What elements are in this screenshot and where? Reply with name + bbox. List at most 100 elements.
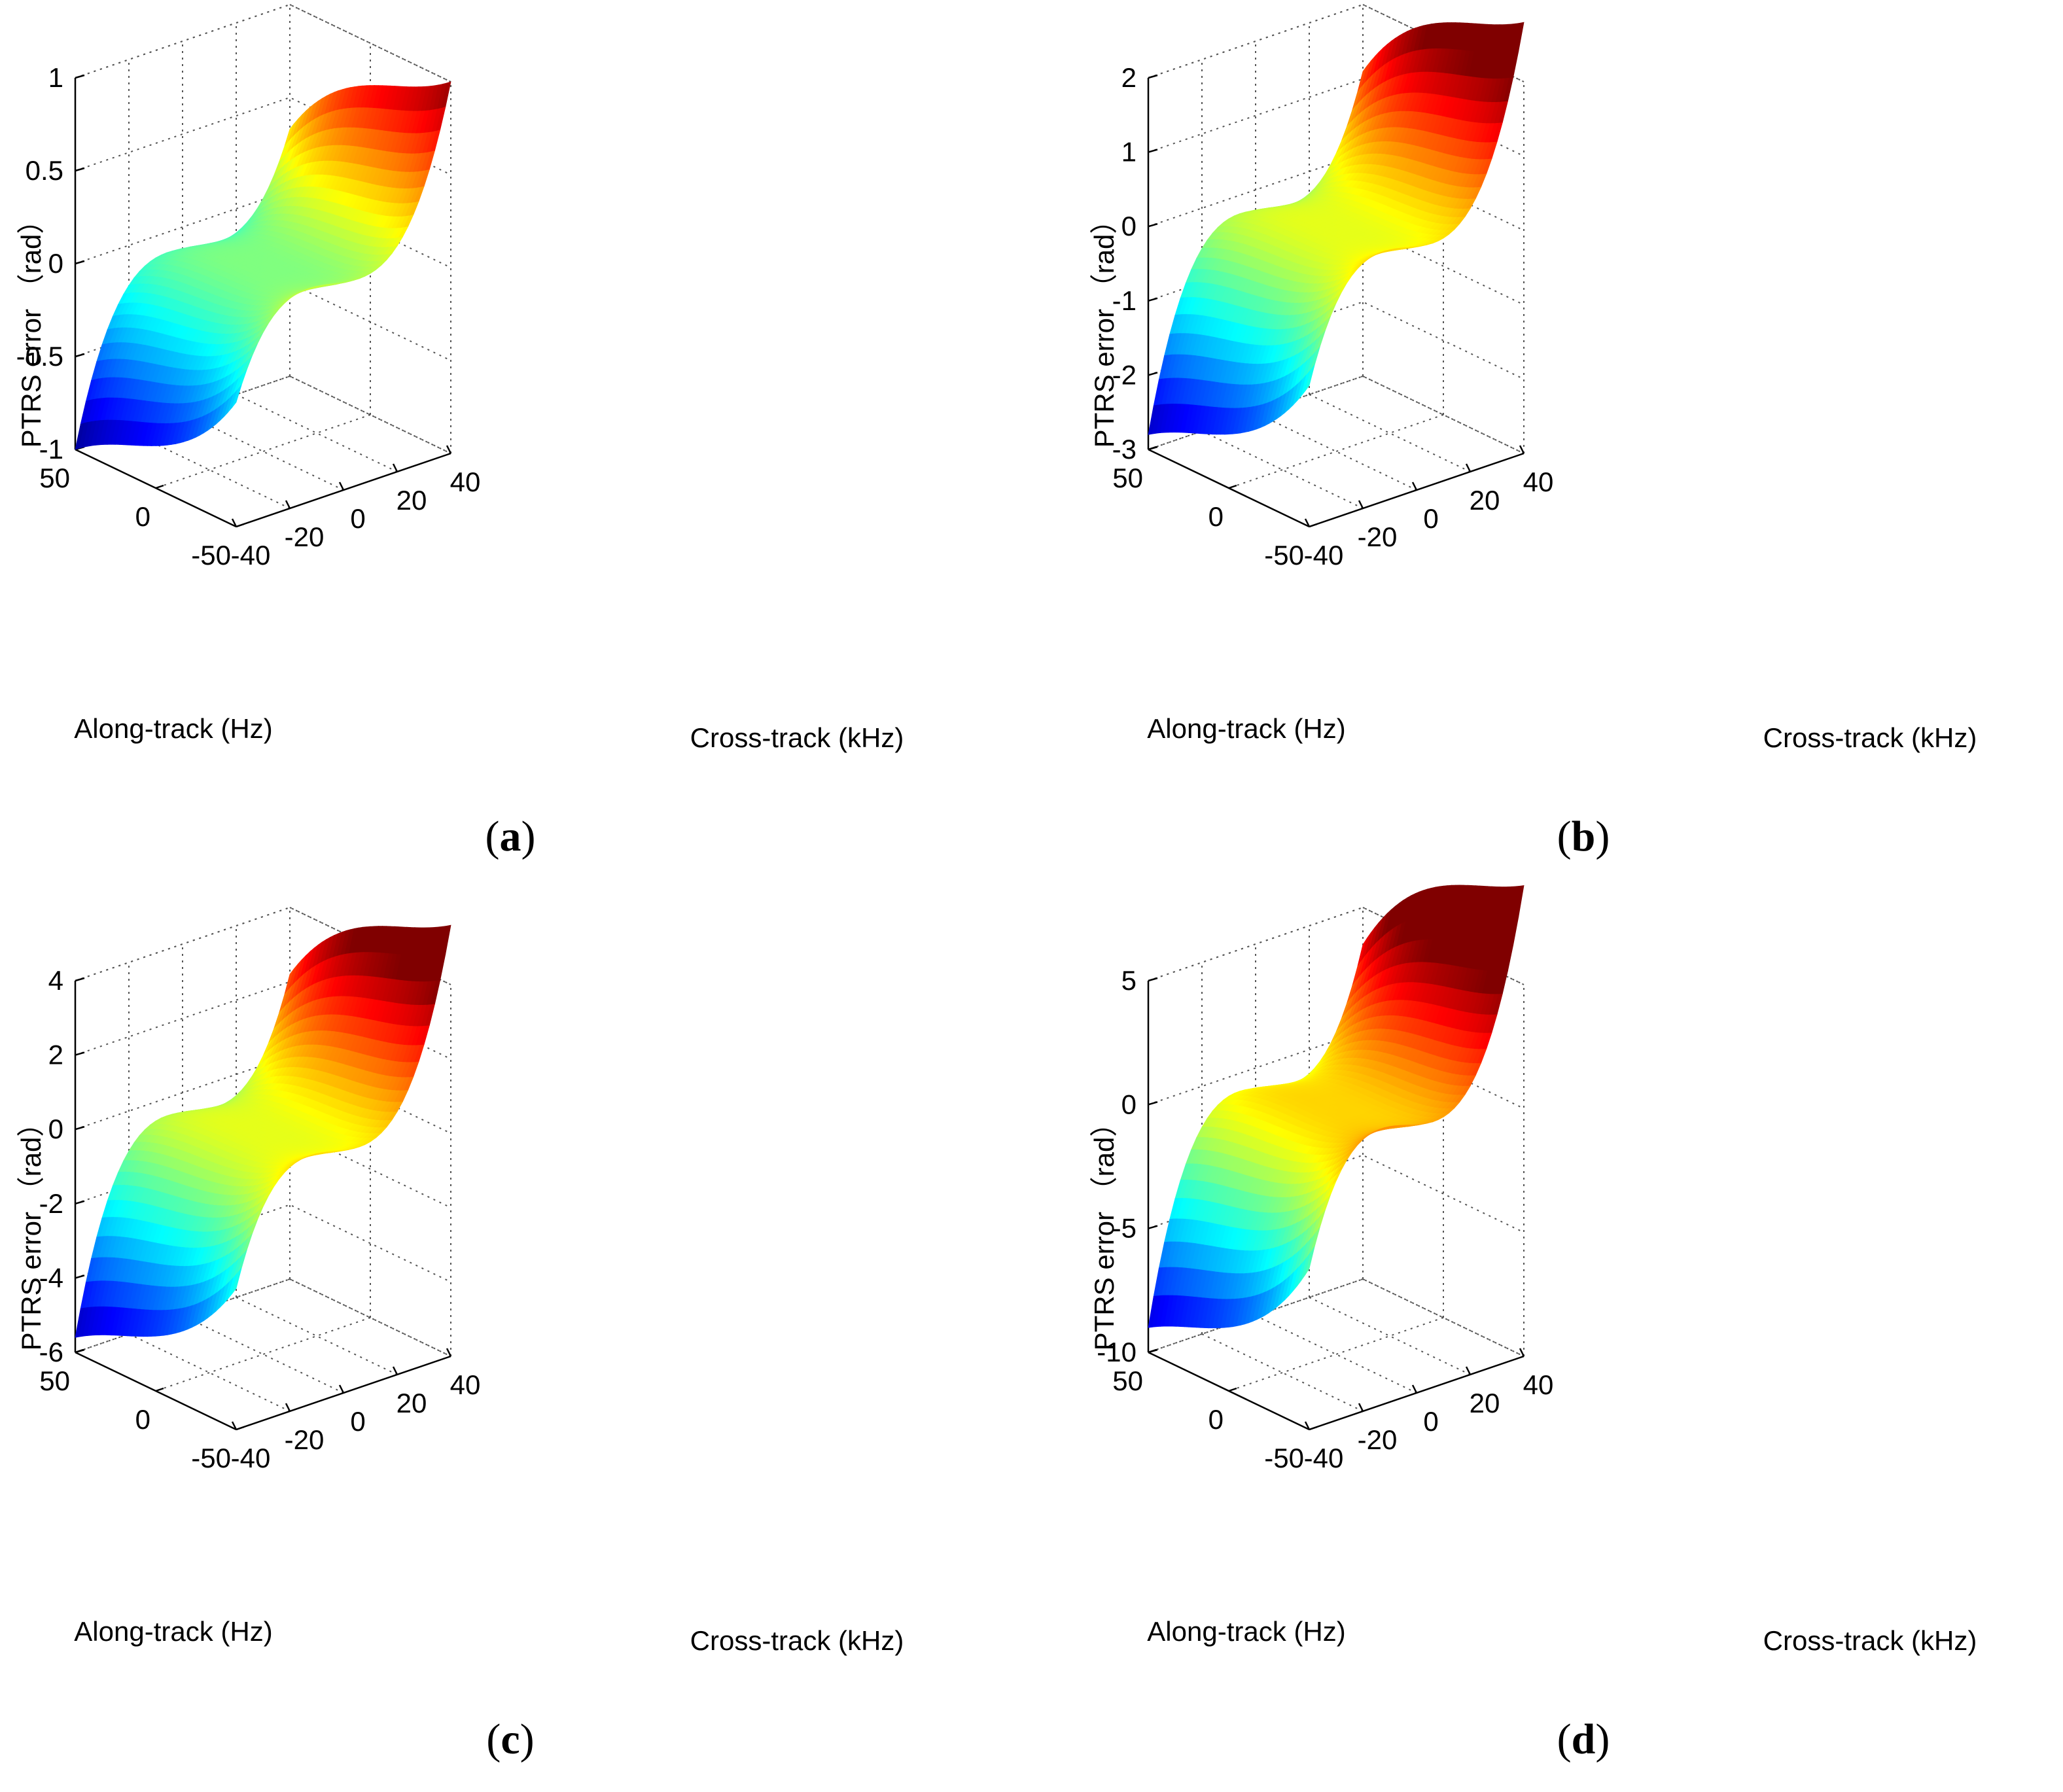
x-tick-mark (1309, 523, 1318, 528)
caption-open-paren: ( (485, 813, 500, 860)
z-tick-mark (75, 167, 85, 172)
y-tick-label: 40 (450, 1369, 481, 1400)
z-tick-mark (75, 1274, 85, 1279)
z-tick-mark (75, 1200, 85, 1205)
x-tick-label: 0 (135, 1404, 150, 1435)
caption-text: (a) (485, 813, 536, 860)
caption-letter: a (500, 813, 521, 860)
x-tick-label: -50 (191, 540, 231, 571)
z-tick-label: 1 (1121, 137, 1137, 167)
x-tick-mark (155, 1387, 164, 1392)
y-tick-label: 20 (1470, 485, 1500, 516)
x-axis-label: Along-track (Hz) (74, 713, 272, 744)
z-tick-label: 2 (1121, 62, 1137, 93)
y-tick-label: 0 (1423, 503, 1438, 534)
surface (1148, 22, 1525, 435)
z-tick-mark (1148, 149, 1158, 153)
y-tick-mark (285, 500, 291, 509)
z-tick-mark (75, 74, 85, 79)
grid-line (1255, 412, 1417, 491)
y-tick-mark (392, 1366, 398, 1375)
y-tick-mark (392, 463, 398, 472)
y-tick-mark (338, 482, 345, 491)
y-axis-label: Cross-track (kHz) (690, 1625, 904, 1656)
x-tick-label: 50 (1112, 463, 1143, 493)
x-tick-mark (236, 523, 245, 528)
y-tick-label: 0 (350, 503, 365, 534)
grid-line (182, 1315, 344, 1394)
z-tick-label: -0.5 (16, 341, 63, 372)
y-axis-label: Cross-track (kHz) (690, 722, 904, 753)
surface (75, 81, 451, 450)
y-tick-mark (446, 445, 452, 454)
z-tick-mark (75, 353, 85, 358)
y-tick-label: -40 (231, 540, 271, 571)
y-tick-mark (1411, 482, 1418, 491)
x-tick-label: -50 (191, 1443, 231, 1473)
z-tick-label: 1 (48, 62, 63, 93)
y-tick-mark (1358, 500, 1364, 509)
grid-line (236, 1297, 398, 1375)
z-tick-label: 4 (48, 965, 63, 996)
grid-line (289, 4, 451, 82)
panel-caption: (a) (485, 813, 536, 860)
z-axis-label: PTRS error （rad） (16, 1110, 46, 1351)
grid-line (75, 4, 291, 79)
surface (75, 924, 451, 1338)
y-tick-label: 20 (397, 485, 427, 516)
grid-line (75, 907, 291, 981)
x-tick-label: 50 (39, 463, 70, 493)
x-tick-label: 50 (39, 1365, 70, 1396)
z-tick-label: 0.5 (26, 155, 63, 186)
y-tick-mark (231, 518, 238, 527)
grid-line (1148, 4, 1364, 79)
caption-open-paren: ( (1557, 813, 1572, 860)
caption-close-paren: ) (521, 813, 536, 860)
y-tick-label: 40 (1523, 466, 1554, 497)
z-tick-mark (1148, 74, 1158, 79)
z-tick-mark (75, 260, 85, 265)
grid-line (128, 1333, 291, 1412)
caption-text: (b) (1557, 813, 1610, 860)
z-tick-label: 0 (48, 1114, 63, 1144)
y-tick-mark (338, 1384, 345, 1394)
z-tick-mark (1148, 372, 1158, 376)
caption-text: (c) (486, 1715, 534, 1763)
y-tick-label: -40 (1304, 540, 1344, 571)
y-tick-label: -40 (231, 1443, 271, 1473)
z-tick-label: 0 (48, 248, 63, 279)
x-tick-mark (1228, 484, 1237, 489)
z-axis-label: PTRS error （rad） (1089, 207, 1120, 448)
y-tick-label: 0 (350, 1406, 365, 1437)
caption-open-paren: ( (486, 1715, 501, 1763)
z-tick-label: 2 (48, 1040, 63, 1070)
x-tick-label: -50 (1264, 540, 1304, 571)
y-tick-label: -20 (1358, 521, 1398, 552)
y-tick-label: -20 (285, 521, 325, 552)
caption-letter: b (1572, 813, 1596, 860)
grid-line (1201, 430, 1364, 509)
y-tick-mark (285, 1403, 291, 1412)
z-tick-label: 0 (1121, 211, 1137, 241)
x-axis-label: Along-track (Hz) (74, 1616, 272, 1647)
z-tick-mark (75, 977, 85, 982)
panel-caption: (c) (486, 1715, 534, 1763)
z-tick-label: -1 (39, 434, 63, 465)
grid-line (236, 394, 398, 472)
z-tick-mark (1148, 222, 1158, 228)
panel-caption: (b) (1557, 813, 1610, 860)
x-tick-mark (155, 484, 164, 489)
z-tick-mark (1148, 297, 1158, 302)
y-tick-label: 40 (450, 466, 481, 497)
y-tick-label: -20 (285, 1424, 325, 1455)
x-axis-label: Along-track (Hz) (1147, 713, 1345, 744)
y-tick-label: 20 (397, 1388, 427, 1418)
y-axis-label: Cross-track (kHz) (1763, 722, 1977, 753)
y-tick-mark (1465, 463, 1472, 472)
grid-line (1309, 394, 1471, 472)
